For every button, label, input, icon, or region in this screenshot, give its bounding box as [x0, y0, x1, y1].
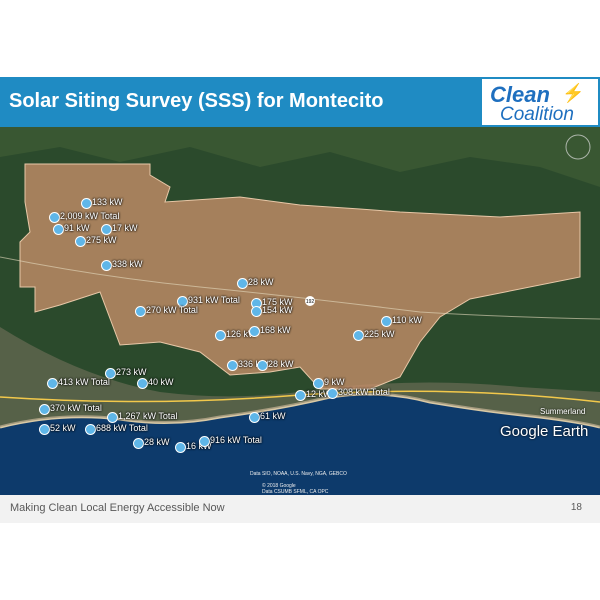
map-attribution-2: © 2018 Google — [262, 483, 296, 489]
mountain-ridge — [0, 127, 600, 187]
map-attribution-3: Data CSUMB SFML, CA OPC — [262, 489, 329, 495]
solar-site-pin-icon[interactable] — [81, 198, 92, 209]
site-capacity-label: 110 kW — [392, 315, 422, 325]
site-capacity-label: 225 kW — [364, 329, 395, 339]
site-capacity-label: 175 kW — [262, 297, 293, 307]
solar-site-pin-icon[interactable] — [199, 436, 210, 447]
site-capacity-label: 413 kW Total — [58, 377, 110, 387]
title-bar: Solar Siting Survey (SSS) for Montecito … — [0, 77, 600, 127]
site-capacity-label: 168 kW — [260, 325, 291, 335]
footer-tagline: Making Clean Local Energy Accessible Now — [10, 502, 225, 514]
site-capacity-label: 17 kW — [112, 223, 138, 233]
logo-line2: Coalition — [500, 104, 574, 125]
road — [0, 256, 600, 320]
solar-site-pin-icon[interactable] — [227, 360, 238, 371]
site-capacity-label: 133 kW — [92, 197, 123, 207]
site-capacity-label: 28 kW — [248, 277, 274, 287]
compass-icon — [565, 134, 591, 160]
site-capacity-label: 270 kW Total — [146, 305, 198, 315]
google-earth-brand: Google Earth — [500, 423, 589, 440]
road-shield-icon — [305, 296, 315, 306]
site-capacity-label: 126 kW — [226, 329, 257, 339]
town-label: Summerland — [540, 407, 586, 416]
site-capacity-label: 52 kW — [50, 423, 76, 433]
site-capacity-label: 308 kW Total — [338, 387, 390, 397]
ocean — [0, 393, 600, 495]
solar-site-pin-icon[interactable] — [133, 438, 144, 449]
solar-site-pin-icon[interactable] — [249, 412, 260, 423]
site-capacity-label: 16 kW — [186, 441, 212, 451]
solar-site-pin-icon[interactable] — [175, 442, 186, 453]
solar-site-pin-icon[interactable] — [327, 388, 338, 399]
solar-site-pin-icon[interactable] — [101, 260, 112, 271]
solar-site-pin-icon[interactable] — [353, 330, 364, 341]
site-capacity-label: 273 kW — [116, 367, 147, 377]
site-capacity-label: 61 kW — [260, 411, 286, 421]
solar-site-pin-icon[interactable] — [39, 424, 50, 435]
solar-site-pin-icon[interactable] — [249, 326, 260, 337]
solar-site-pin-icon[interactable] — [381, 316, 392, 327]
site-capacity-label: 931 kW Total — [188, 295, 240, 305]
logo-line1: Clean — [490, 82, 550, 107]
site-capacity-label: 1,267 kW Total — [118, 411, 178, 421]
site-capacity-label: 688 kW Total — [96, 423, 148, 433]
solar-site-pin-icon[interactable] — [177, 296, 188, 307]
map-attribution-1: Data SIO, NOAA, U.S. Navy, NGA, GEBCO — [250, 471, 347, 477]
site-capacity-label: 12 kW — [306, 389, 332, 399]
solar-site-pin-icon[interactable] — [39, 404, 50, 415]
site-capacity-label: 336 kW — [238, 359, 269, 369]
site-capacity-label: 2,009 kW Total — [60, 211, 120, 221]
solar-site-pin-icon[interactable] — [49, 212, 60, 223]
solar-site-pin-icon[interactable] — [105, 368, 116, 379]
clean-coalition-logo: Clean ⚡ Coalition — [482, 79, 598, 125]
solar-site-pin-icon[interactable] — [107, 412, 118, 423]
solar-site-pin-icon[interactable] — [75, 236, 86, 247]
solar-site-pin-icon[interactable] — [313, 378, 324, 389]
road-shield-label: 192 — [306, 299, 315, 305]
solar-site-pin-icon[interactable] — [137, 378, 148, 389]
site-capacity-label: 40 kW — [148, 377, 174, 387]
site-capacity-label: 91 kW — [64, 223, 90, 233]
site-capacity-label: 275 kW — [86, 235, 117, 245]
satellite-map[interactable]: 192 — [0, 127, 600, 495]
slide: 192 Solar Siting Survey (SSS) for Montec… — [0, 77, 600, 523]
solar-site-pin-icon[interactable] — [53, 224, 64, 235]
page-number: 18 — [570, 502, 582, 513]
lightning-icon: ⚡ — [562, 83, 585, 103]
solar-site-pin-icon[interactable] — [295, 390, 306, 401]
solar-site-pin-icon[interactable] — [257, 360, 268, 371]
site-capacity-label: 916 kW Total — [210, 435, 262, 445]
solar-site-pin-icon[interactable] — [47, 378, 58, 389]
site-capacity-label: 154 kW — [262, 305, 293, 315]
solar-site-pin-icon[interactable] — [85, 424, 96, 435]
solar-site-pin-icon[interactable] — [135, 306, 146, 317]
site-capacity-label: 28 kW — [144, 437, 170, 447]
solar-site-pin-icon[interactable] — [237, 278, 248, 289]
solar-site-pin-icon[interactable] — [215, 330, 226, 341]
solar-site-pin-icon[interactable] — [101, 224, 112, 235]
survey-region — [19, 163, 581, 390]
site-capacity-label: 28 kW — [268, 359, 294, 369]
site-capacity-label: 338 kW — [112, 259, 143, 269]
solar-site-pin-icon[interactable] — [251, 306, 262, 317]
site-capacity-label: 370 kW Total — [50, 403, 102, 413]
footer: Making Clean Local Energy Accessible Now… — [0, 495, 600, 523]
site-capacity-label: 9 kW — [324, 377, 345, 387]
slide-title: Solar Siting Survey (SSS) for Montecito — [9, 90, 384, 112]
